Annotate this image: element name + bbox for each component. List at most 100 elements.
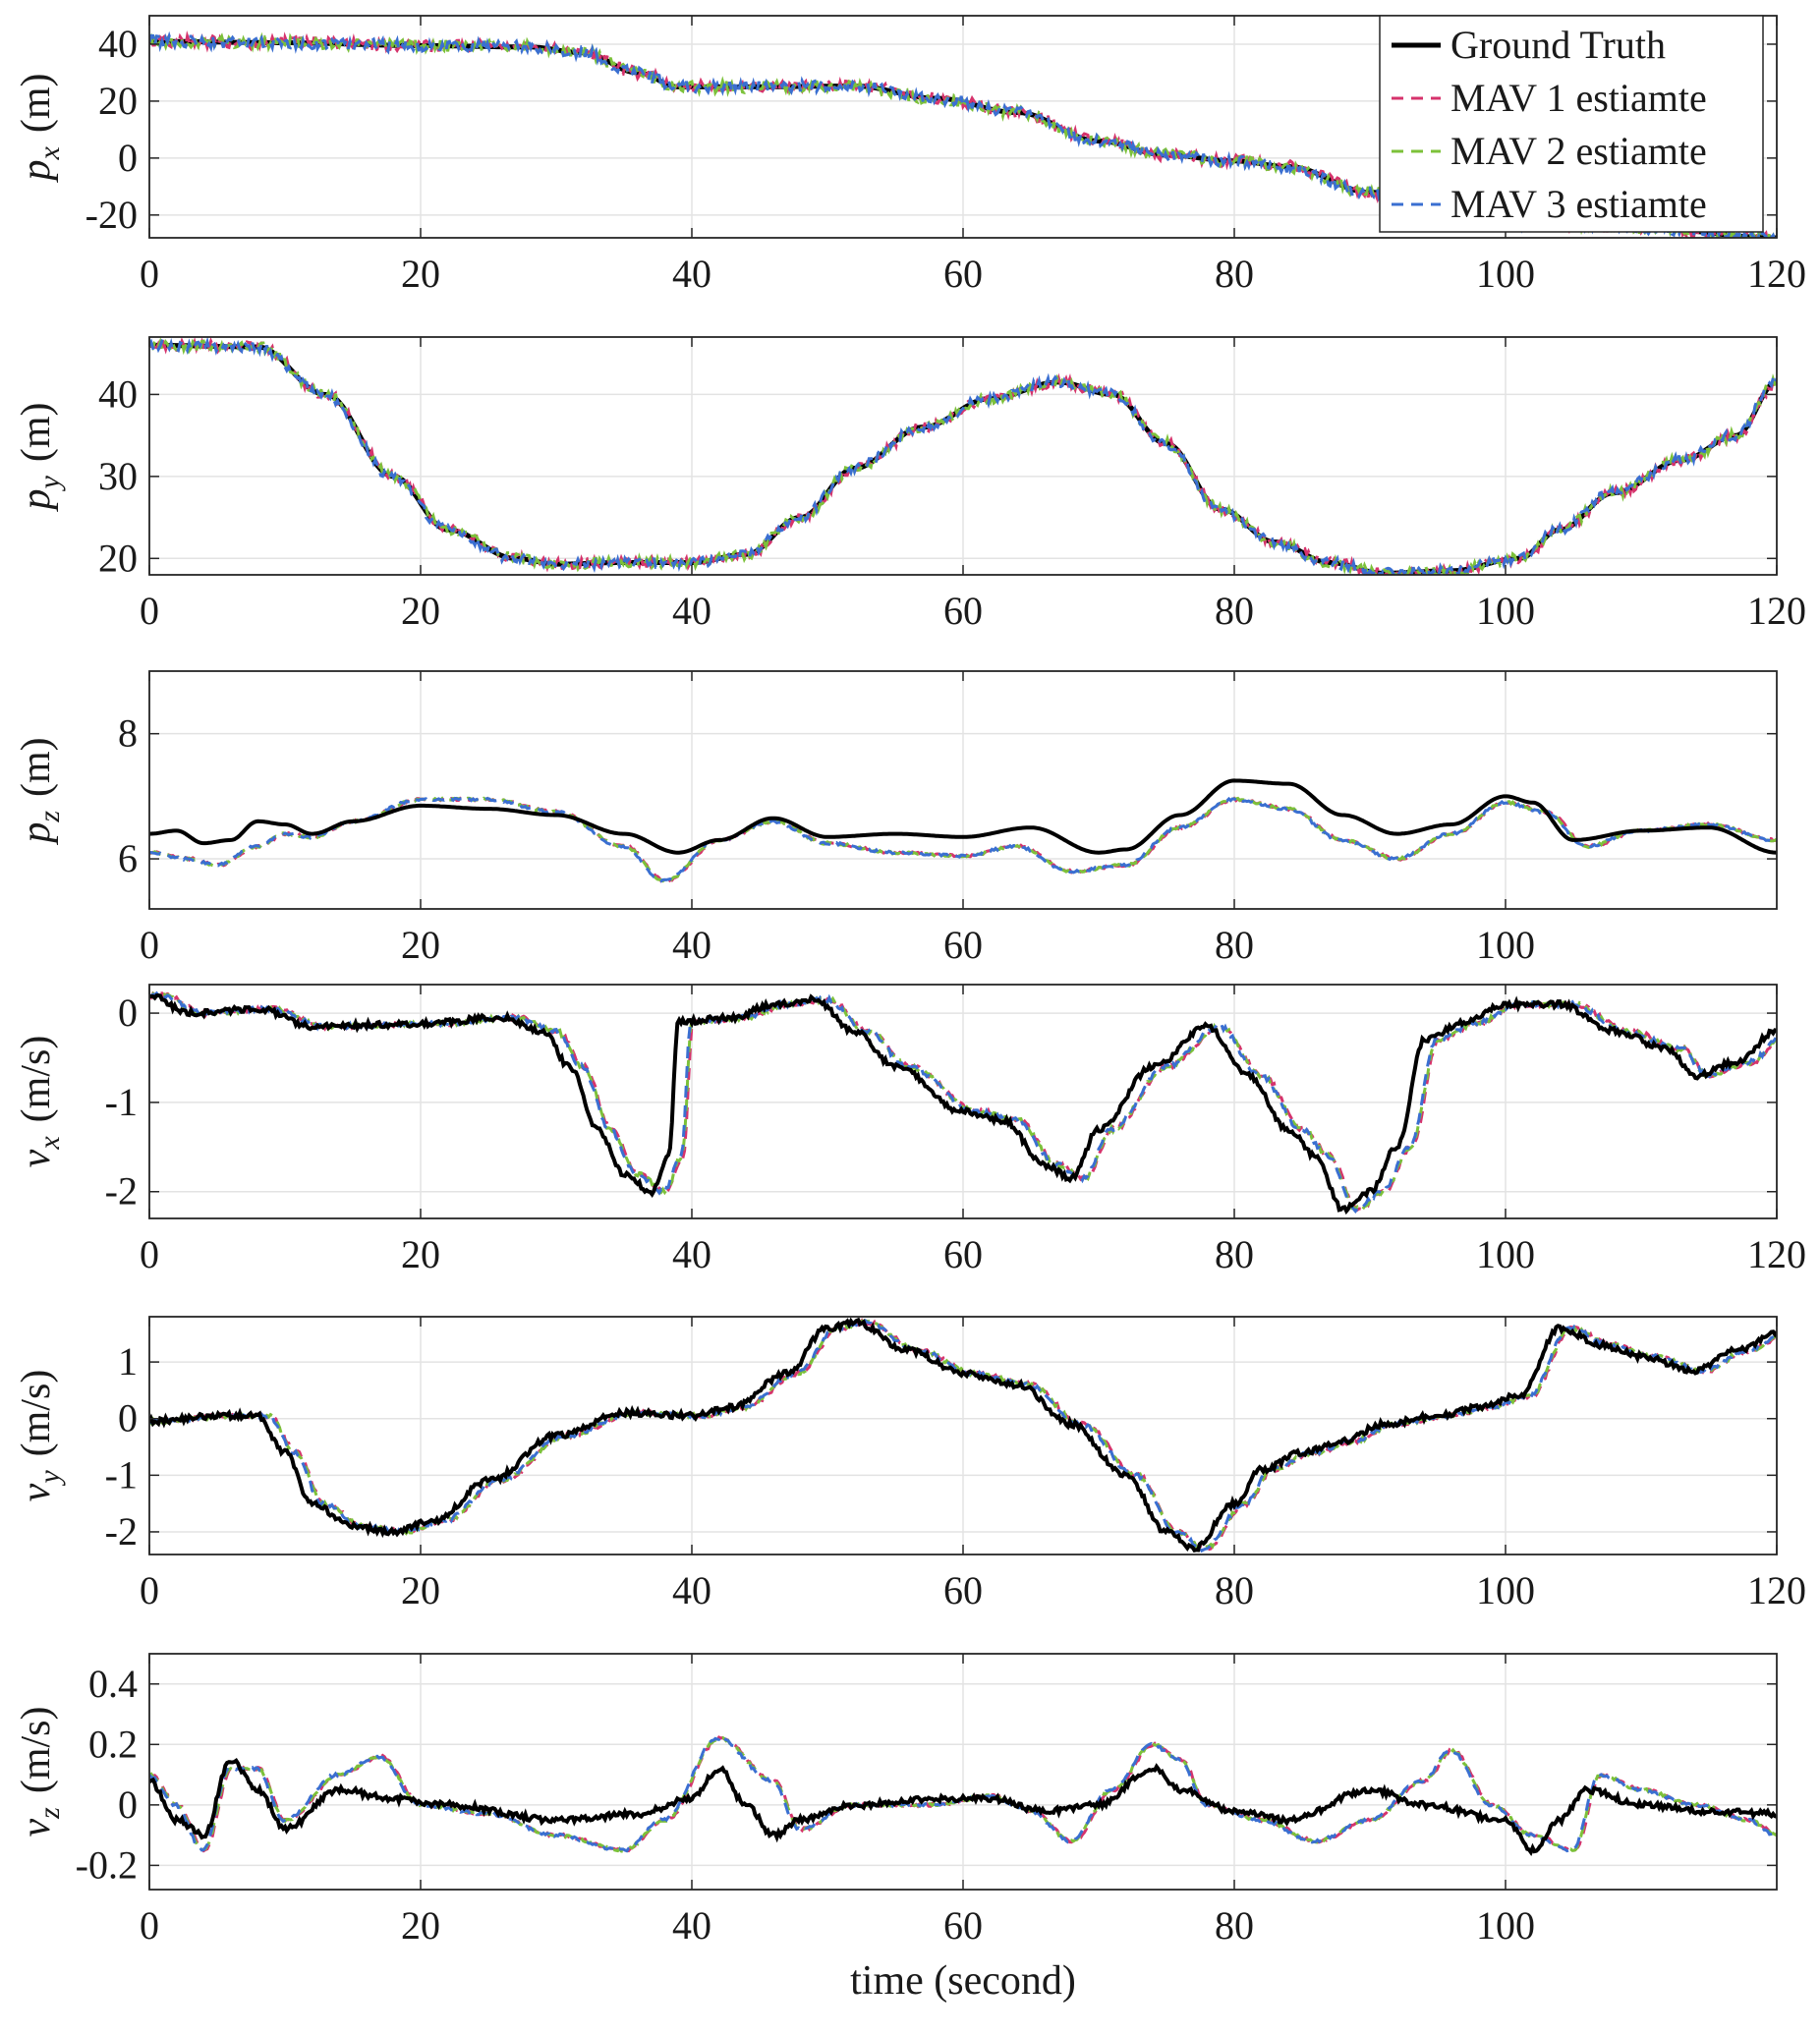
y-axis-label-sub: y <box>33 475 66 491</box>
y-tick-label: 8 <box>118 711 138 756</box>
x-tick-label: 100 <box>1476 1568 1535 1612</box>
x-tick-label: 40 <box>672 252 711 296</box>
x-tick-label: 0 <box>140 1903 159 1948</box>
y-tick-label: 20 <box>98 79 138 123</box>
y-axis-label-unit: (m) <box>14 403 59 463</box>
subplot-5: 0 20 40 60 80 100 120 1 0 -1 -2 vy (m/s) <box>14 1316 1806 1612</box>
y-axis-label: vz (m/s) <box>14 1707 66 1837</box>
ground-truth-line <box>149 1758 1777 1857</box>
x-tick-label: 80 <box>1215 1232 1254 1276</box>
series-group <box>149 1317 1777 1554</box>
x-tick-label: 80 <box>1215 1903 1254 1948</box>
legend-box <box>1379 15 1764 233</box>
x-tick-label: 120 <box>1747 589 1806 633</box>
x-tick-label: 40 <box>672 1903 711 1948</box>
y-tick-label: 30 <box>98 454 138 498</box>
y-axis-label-unit: (m/s) <box>14 1036 59 1123</box>
x-tick-label: 20 <box>401 923 440 967</box>
x-tick-label: 80 <box>1215 923 1254 967</box>
x-tick-label: 100 <box>1476 923 1535 967</box>
legend-label: MAV 3 estiamte <box>1450 182 1707 226</box>
series-group <box>149 778 1777 883</box>
x-tick-label: 20 <box>401 1232 440 1276</box>
y-axis-label-var: v <box>14 1819 59 1837</box>
y-tick-label: -2 <box>105 1509 138 1554</box>
series-group <box>149 990 1777 1215</box>
y-tick-label: 40 <box>98 371 138 416</box>
y-tick-label: 1 <box>118 1339 138 1384</box>
subplot-4: 0 20 40 60 80 100 120 0 -1 -2 vx (m/s) <box>14 984 1806 1276</box>
x-tick-label: 120 <box>1747 1568 1806 1612</box>
x-tick-label: 80 <box>1215 252 1254 296</box>
y-tick-label: 0 <box>118 1396 138 1441</box>
y-tick-label: -1 <box>105 1080 138 1124</box>
y-tick-label: 0 <box>118 990 138 1035</box>
x-tick-label: 0 <box>140 1232 159 1276</box>
y-axis-label-sub: y <box>33 1470 66 1487</box>
y-axis-label-unit: (m/s) <box>14 1707 59 1794</box>
x-tick-label: 20 <box>401 252 440 296</box>
y-tick-label: -20 <box>85 193 138 237</box>
x-tick-label: 40 <box>672 589 711 633</box>
y-tick-label: 0.4 <box>88 1662 138 1706</box>
mav-3-estimate-line <box>149 1734 1777 1854</box>
x-tick-label: 60 <box>943 1903 983 1948</box>
y-axis-label-unit: (m/s) <box>14 1370 59 1457</box>
x-tick-label: 60 <box>943 252 983 296</box>
y-axis-label: vy (m/s) <box>14 1370 66 1502</box>
y-axis-label-sub: x <box>33 145 66 160</box>
x-tick-label: 40 <box>672 1568 711 1612</box>
mav-2-estimate-line <box>149 1319 1777 1552</box>
mav-1-estimate-line <box>149 337 1777 575</box>
y-tick-label: 0 <box>118 1782 138 1827</box>
x-tick-label: 60 <box>943 1232 983 1276</box>
legend: Ground Truth MAV 1 estiamte MAV 2 estiamte… <box>1379 15 1764 233</box>
ground-truth-line <box>149 1317 1777 1553</box>
x-tick-label: 60 <box>943 1568 983 1612</box>
x-tick-label: 60 <box>943 923 983 967</box>
legend-label: Ground Truth <box>1450 23 1666 67</box>
mav-3-estimate-line <box>149 337 1777 575</box>
y-tick-label: 0 <box>118 136 138 180</box>
y-tick-label: -1 <box>105 1452 138 1497</box>
legend-label: MAV 2 estiamte <box>1450 129 1707 173</box>
y-tick-label: -2 <box>105 1169 138 1214</box>
series-group <box>149 1734 1777 1857</box>
y-axis-label: vx (m/s) <box>14 1036 66 1168</box>
series-group <box>149 337 1777 575</box>
legend-label: MAV 1 estiamte <box>1450 76 1707 120</box>
x-tick-label: 0 <box>140 923 159 967</box>
y-tick-label: 40 <box>98 22 138 66</box>
x-tick-label: 40 <box>672 1232 711 1276</box>
x-tick-label: 40 <box>672 923 711 967</box>
x-tick-label: 100 <box>1476 252 1535 296</box>
mav-3-estimate-line <box>149 796 1777 883</box>
x-tick-label: 20 <box>401 589 440 633</box>
y-axis-label-var: v <box>14 1149 59 1167</box>
y-axis-label-var: p <box>14 159 59 183</box>
x-tick-label: 120 <box>1747 1232 1806 1276</box>
ground-truth-line <box>149 778 1777 855</box>
x-tick-label: 20 <box>401 1903 440 1948</box>
y-axis-label: pz (m) <box>14 737 66 845</box>
y-axis-label: px (m) <box>14 74 66 184</box>
x-tick-label: 60 <box>943 589 983 633</box>
subplot-3: 0 20 40 60 80 100 8 6 pz (m) <box>14 670 1778 967</box>
y-tick-label: -0.2 <box>76 1842 138 1887</box>
x-tick-label: 100 <box>1476 1903 1535 1948</box>
x-tick-label: 0 <box>140 1568 159 1612</box>
x-tick-label: 0 <box>140 252 159 296</box>
y-axis-label: py (m) <box>14 403 66 513</box>
y-axis-label-sub: z <box>33 1807 66 1820</box>
x-axis-label: time (second) <box>850 1958 1076 2004</box>
y-axis-label-var: v <box>14 1483 59 1501</box>
y-axis-label-unit: (m) <box>14 737 59 797</box>
y-axis-label-var: p <box>14 822 59 846</box>
ground-truth-line <box>149 992 1777 1215</box>
y-axis-label-var: p <box>14 488 59 512</box>
x-tick-label: 80 <box>1215 1568 1254 1612</box>
